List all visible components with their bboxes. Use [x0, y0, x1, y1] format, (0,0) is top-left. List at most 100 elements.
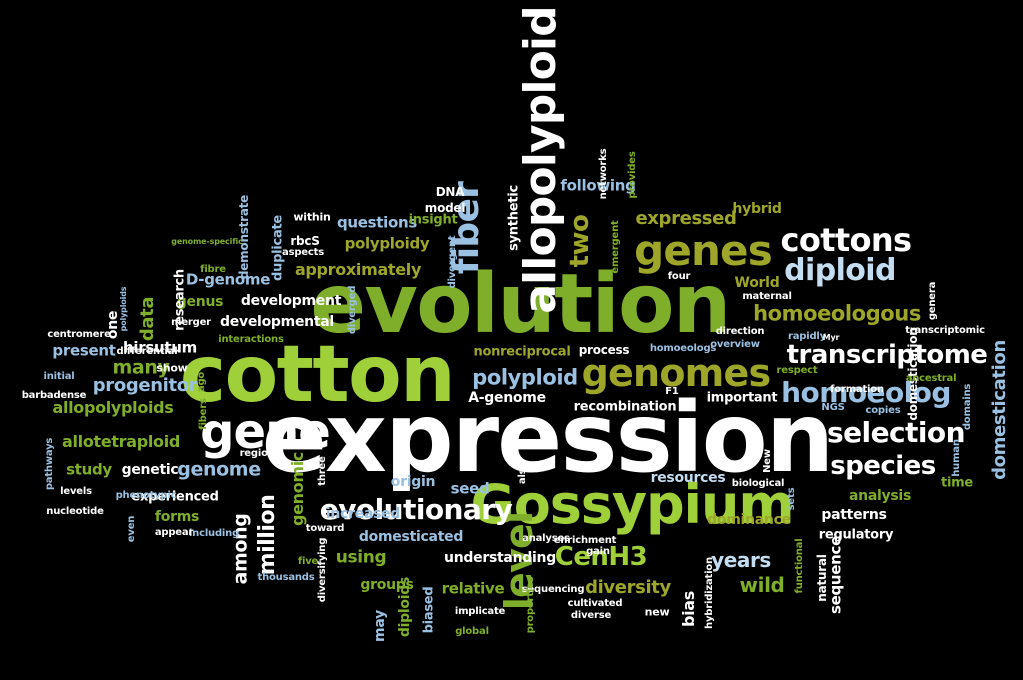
- word-phenotypic: phenotypic: [115, 490, 177, 501]
- word-myr: Myr: [822, 333, 840, 342]
- word-genome: genome: [177, 458, 261, 481]
- word-regulatory: regulatory: [818, 527, 894, 543]
- word-important: important: [706, 390, 778, 406]
- word-genera: genera: [927, 281, 938, 321]
- word-global: global: [455, 626, 489, 637]
- word-formation: formation: [830, 384, 884, 395]
- word-million: million: [255, 494, 280, 576]
- word-pathways: pathways: [44, 437, 55, 491]
- word-d-genome: D-genome: [185, 270, 271, 289]
- word-thousands: thousands: [257, 572, 315, 583]
- word-genus: genus: [176, 294, 224, 310]
- word-four: four: [667, 271, 691, 282]
- word-emergent: emergent: [610, 220, 621, 274]
- word-nucleotide: nucleotide: [46, 506, 104, 517]
- word-seed: seed: [450, 479, 490, 498]
- word-dominance: dominance: [707, 512, 791, 528]
- word-gain: gain: [586, 546, 610, 557]
- word-understanding: understanding: [444, 550, 556, 566]
- word-interactions: interactions: [218, 334, 284, 345]
- word-progenitor: progenitor: [92, 375, 198, 396]
- word-natural: natural: [815, 554, 829, 602]
- word-years: years: [711, 548, 771, 572]
- word-transcriptomic: transcriptomic: [905, 325, 985, 336]
- word-regions: regions: [239, 448, 281, 459]
- word-sequencing: sequencing: [521, 584, 585, 595]
- word-new: New: [762, 449, 773, 473]
- word-questions: questions: [336, 213, 418, 232]
- word-initial: initial: [43, 371, 75, 382]
- word-a-genome: A-genome: [468, 390, 546, 406]
- word-time: time: [941, 475, 973, 491]
- word-model: model: [424, 201, 466, 215]
- word-expression: expression: [261, 382, 834, 494]
- word-following: following: [560, 176, 636, 195]
- word-enrichment: enrichment: [553, 535, 617, 546]
- word-genomic: genomic: [288, 451, 307, 527]
- word-fibers: fibers: [198, 398, 209, 430]
- word-overview: overview: [710, 339, 760, 350]
- word-experienced: experienced: [131, 489, 219, 505]
- word-copies: copies: [865, 405, 901, 416]
- word-polyploid: polyploid: [472, 365, 578, 390]
- word-developmental: developmental: [220, 314, 334, 330]
- word-many: many: [112, 356, 170, 379]
- word-new: new: [644, 605, 670, 619]
- word-levels: levels: [60, 486, 92, 497]
- word-using: using: [335, 547, 387, 568]
- word-allopolyploids: allopolyploids: [52, 398, 174, 417]
- word-genomes: genomes: [581, 351, 772, 395]
- word-domains: domains: [962, 383, 973, 431]
- word-ancestral: ancestral: [905, 373, 957, 384]
- word-show: show: [156, 361, 188, 375]
- word-including: including: [188, 528, 240, 539]
- word-also: also: [517, 461, 528, 485]
- word-development: development: [240, 293, 342, 309]
- word-properties: properties: [525, 576, 536, 634]
- word-three: three: [317, 456, 328, 486]
- word-polyploids: polyploids: [119, 286, 128, 332]
- word-transcriptome: transcriptome: [786, 340, 988, 370]
- word-functional: functional: [794, 538, 805, 594]
- word-data: data: [137, 296, 158, 342]
- word-diploids: diploids: [397, 576, 413, 638]
- word-dna: DNA: [435, 185, 465, 199]
- word-species: species: [830, 451, 936, 481]
- word-bias: bias: [679, 591, 698, 627]
- word-allotetraploid: allotetraploid: [62, 432, 180, 451]
- word-rapidly: rapidly: [788, 331, 826, 342]
- word-homoeologs: homoeologs: [649, 343, 717, 354]
- word-diploid: diploid: [784, 253, 896, 288]
- word-human: human: [951, 439, 962, 477]
- word-maternal: maternal: [742, 291, 792, 302]
- word-analyses: analyses: [522, 533, 570, 544]
- word-process: process: [578, 343, 630, 357]
- word-resources: resources: [650, 470, 726, 486]
- word-within: within: [293, 210, 331, 224]
- word-patterns: patterns: [821, 507, 887, 523]
- word-rbcs: rbcS: [290, 234, 320, 248]
- word-diverse: diverse: [570, 610, 612, 621]
- word-networks: networks: [598, 148, 609, 200]
- word-hybrid: hybrid: [732, 201, 782, 217]
- word-sequence: sequence: [826, 535, 845, 615]
- word-provides: provides: [627, 151, 638, 199]
- word-wild: wild: [739, 573, 785, 597]
- word-nonreciprocal: nonreciprocal: [473, 344, 571, 360]
- word-homoeologous: homoeologous: [753, 301, 921, 326]
- word-diversifying: diversifying: [317, 537, 328, 603]
- word-divergent: divergent: [447, 235, 458, 289]
- word-barbadense: barbadense: [21, 390, 87, 401]
- word-hirsutum: hirsutum: [123, 338, 197, 357]
- word-genetic: genetic: [121, 462, 179, 478]
- word-biological: biological: [731, 478, 785, 489]
- word-cenh3: CenH3: [554, 542, 648, 572]
- word-forms: forms: [154, 509, 200, 525]
- word-cottons: cottons: [780, 221, 913, 259]
- word-diversity: diversity: [585, 577, 671, 598]
- word-merger: merger: [171, 317, 211, 328]
- word-evolution: evolution: [310, 257, 731, 352]
- word-toward: toward: [305, 523, 345, 534]
- word-evolutionary: evolutionary: [319, 493, 513, 526]
